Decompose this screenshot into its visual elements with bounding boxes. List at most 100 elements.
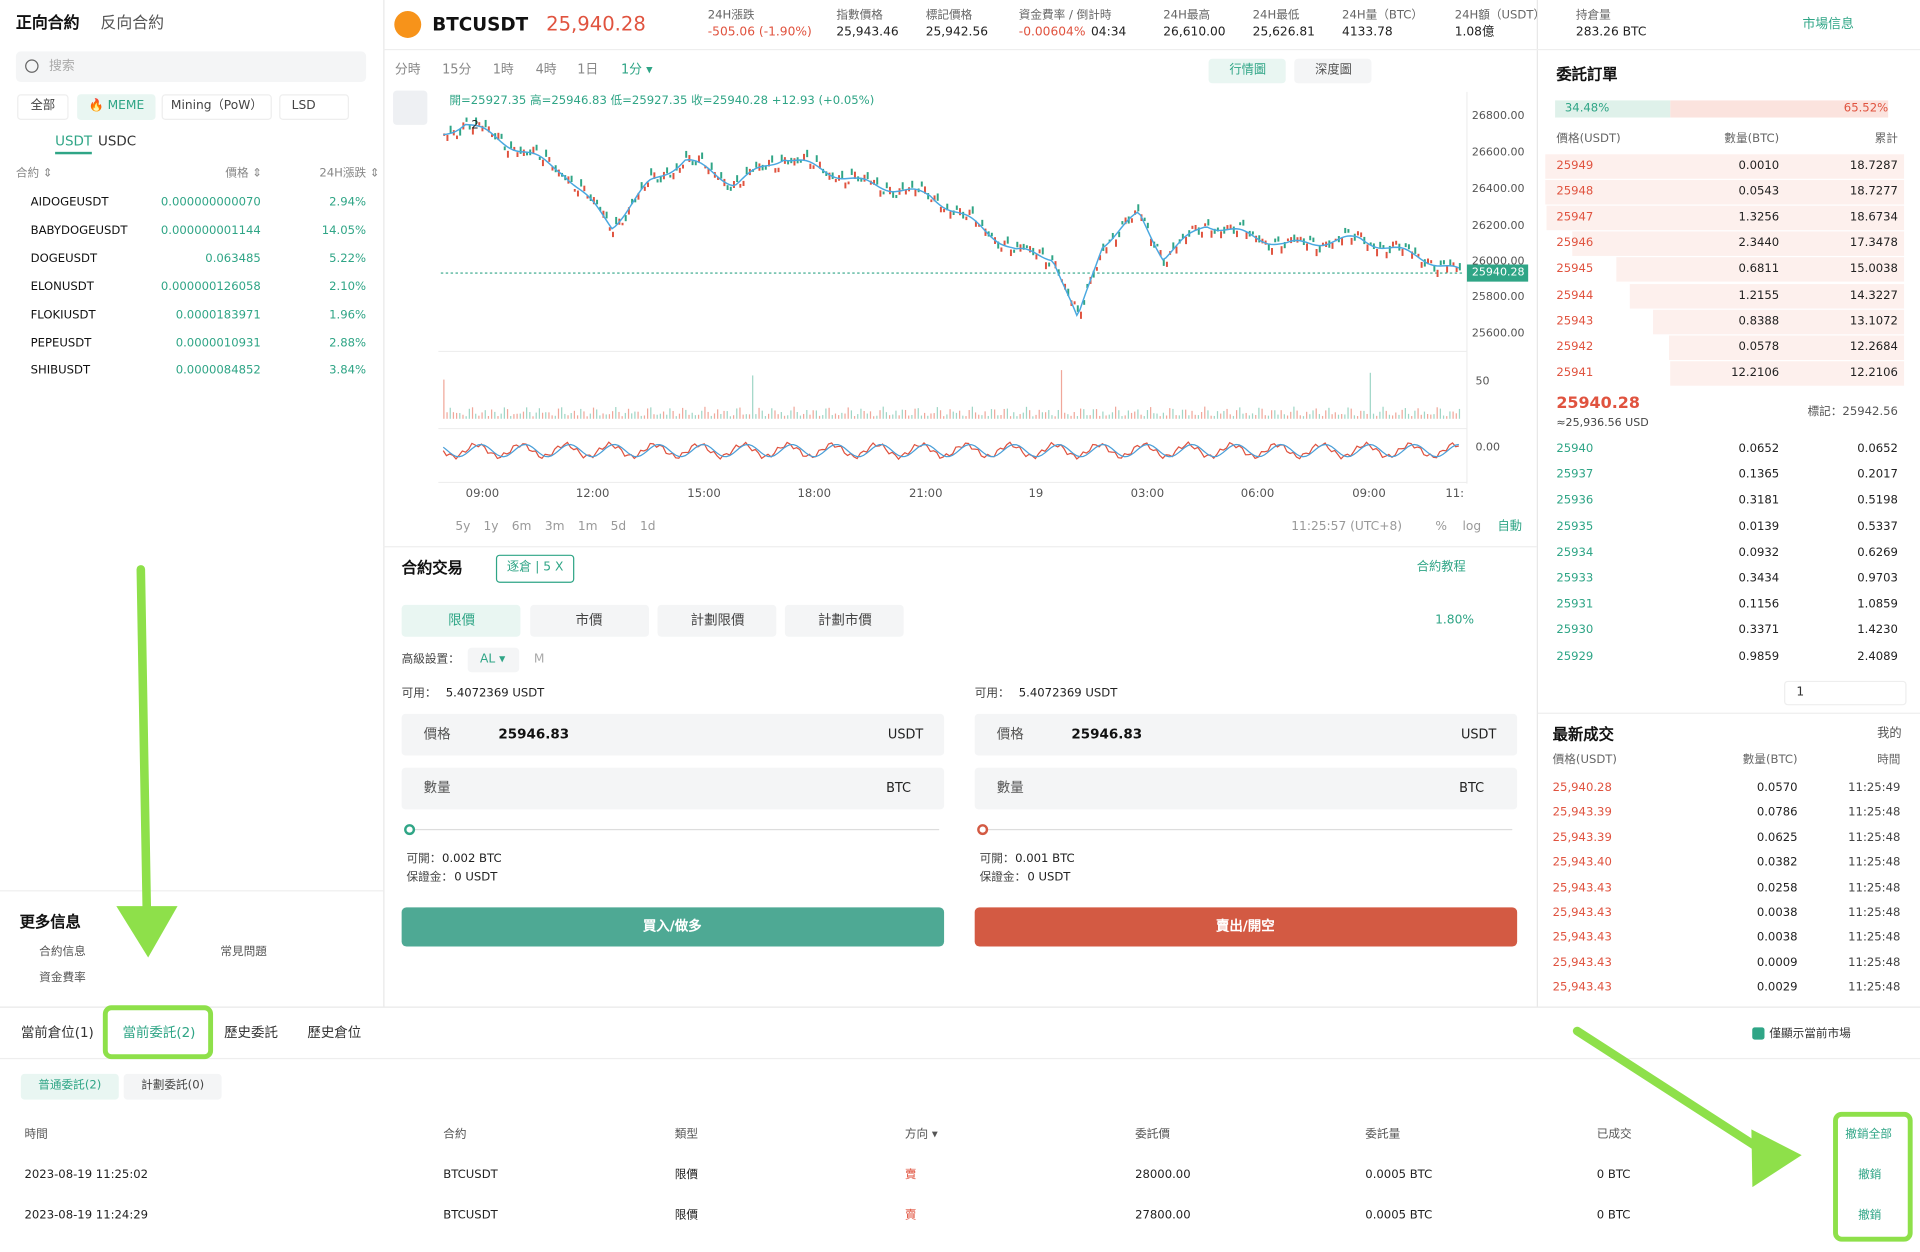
mine-toggle[interactable]: 我的 — [1877, 727, 1902, 741]
order-type[interactable]: 計劃市價 — [817, 612, 872, 629]
volume-decoration — [491, 409, 493, 419]
slider-knob[interactable] — [977, 824, 989, 836]
qty-input[interactable] — [401, 767, 945, 810]
interval[interactable]: 分時 — [394, 62, 421, 78]
filter-box[interactable] — [77, 94, 156, 120]
filter[interactable]: Mining（PoW） — [170, 99, 263, 113]
order-type[interactable]: 市價 — [575, 612, 603, 629]
filter[interactable]: 全部 — [30, 99, 56, 113]
volume-decoration — [634, 411, 636, 419]
qty-unit[interactable]: BTC — [886, 781, 912, 796]
advanced-box[interactable] — [467, 647, 520, 673]
quote-tab[interactable]: USDC — [97, 133, 137, 150]
cancel-button[interactable]: 撤銷 — [1858, 1208, 1882, 1223]
contract-name[interactable]: SHIBUSDT — [30, 364, 91, 378]
candle-decoration — [1235, 230, 1238, 238]
interval[interactable]: 15分 — [442, 62, 472, 78]
leverage-box[interactable] — [495, 554, 575, 583]
range[interactable]: 5y — [455, 520, 471, 534]
interval[interactable]: 1日 — [577, 62, 599, 78]
search-box[interactable] — [15, 51, 367, 83]
range[interactable]: 6m — [511, 520, 532, 534]
leverage[interactable]: 逐倉 | 5 X — [506, 560, 564, 575]
buy-button[interactable] — [401, 907, 945, 947]
checkbox[interactable] — [1752, 1027, 1765, 1040]
volume-decoration — [920, 415, 923, 419]
qty-unit[interactable]: BTC — [1459, 781, 1485, 796]
tutorial-link[interactable]: 合約教程 — [1416, 560, 1466, 575]
subtab[interactable]: 普通委託(2) — [38, 1078, 102, 1093]
range[interactable]: 3m — [544, 520, 565, 534]
contract-price: 0.0000084852 — [175, 364, 261, 378]
contract-name[interactable]: DOGEUSDT — [30, 251, 98, 266]
quote-tab[interactable]: USDT — [55, 133, 93, 150]
price-input[interactable] — [974, 713, 1518, 756]
interval[interactable]: 1分 ▾ — [620, 62, 653, 78]
range[interactable]: 1d — [639, 520, 656, 534]
view-tab[interactable]: 深度圖 — [1315, 63, 1352, 78]
view-tab[interactable]: 行情圖 — [1229, 63, 1267, 78]
view-active-box[interactable] — [1208, 58, 1286, 84]
market-info[interactable]: 市場信息 — [1802, 17, 1854, 32]
filter[interactable]: LSD — [291, 99, 316, 113]
contract-name[interactable]: PEPEUSDT — [30, 336, 92, 350]
order-type[interactable]: 計劃限價 — [690, 612, 745, 629]
filter-box[interactable] — [279, 94, 349, 120]
range[interactable]: 1y — [483, 520, 499, 534]
candle-decoration — [933, 195, 936, 202]
filter-label[interactable]: 僅顯示當前市場 — [1769, 1027, 1851, 1041]
tab[interactable]: 反向合約 — [100, 14, 165, 34]
slider-knob[interactable] — [404, 824, 416, 836]
order-type-box[interactable] — [401, 604, 521, 637]
link[interactable]: 合約信息 — [39, 945, 86, 959]
candle-decoration — [513, 146, 516, 151]
orders-tab[interactable]: 當前委託(2) — [122, 1024, 196, 1041]
order-type[interactable]: 限價 — [448, 612, 476, 629]
subtab[interactable] — [123, 1073, 222, 1100]
interval[interactable]: 4時 — [535, 62, 557, 78]
orders-tab[interactable]: 當前倉位(1) — [20, 1024, 94, 1041]
qty-input[interactable] — [974, 767, 1518, 810]
link[interactable]: 資金費率 — [39, 971, 86, 985]
advanced-option[interactable]: AL ▾ — [479, 652, 506, 667]
scale-option[interactable]: log — [1462, 520, 1482, 534]
scale-option[interactable]: % — [1435, 520, 1448, 534]
tool-active[interactable] — [393, 90, 428, 125]
range[interactable]: 5d — [610, 520, 627, 534]
tab[interactable]: 正向合約 — [15, 14, 80, 34]
depth-select[interactable] — [1784, 680, 1907, 706]
buy-button-label[interactable]: 買入/做多 — [642, 918, 702, 935]
depth-value[interactable]: 1 — [1796, 685, 1805, 700]
filter[interactable]: 🔥 MEME — [88, 99, 145, 113]
candle-decoration — [720, 172, 723, 179]
candle-decoration — [1299, 236, 1302, 241]
interval[interactable]: 1時 — [492, 62, 514, 78]
sell-button[interactable] — [974, 907, 1518, 947]
price-input[interactable] — [401, 713, 945, 756]
scale-option[interactable]: 自動 — [1497, 520, 1523, 534]
contract-name[interactable]: FLOKIUSDT — [30, 308, 96, 322]
filter-box[interactable] — [17, 94, 69, 120]
subtab[interactable]: 計劃委託(0) — [141, 1078, 205, 1093]
volume-decoration — [1452, 411, 1454, 419]
cancel-button[interactable]: 撤銷 — [1858, 1168, 1882, 1182]
column-header[interactable]: 撤銷全部 — [1845, 1127, 1892, 1142]
range[interactable]: 1m — [577, 520, 598, 534]
filter-box[interactable] — [161, 94, 272, 120]
sell-button-label[interactable]: 賣出/開空 — [1215, 918, 1275, 935]
slider-track[interactable] — [408, 828, 940, 831]
order-type-box[interactable] — [530, 604, 649, 637]
advanced-option[interactable]: M — [533, 652, 545, 667]
view-box[interactable] — [1294, 58, 1372, 84]
contract-name[interactable]: AIDOGEUSDT — [30, 195, 109, 210]
order-type-box[interactable] — [784, 604, 904, 637]
subtab-active[interactable] — [20, 1073, 119, 1100]
contract-name[interactable]: BABYDOGEUSDT — [30, 223, 128, 238]
volume-decoration — [1172, 408, 1174, 419]
contract-name[interactable]: ELONUSDT — [30, 280, 94, 294]
orders-tab[interactable]: 歷史倉位 — [307, 1024, 362, 1041]
link[interactable]: 常見問題 — [220, 945, 267, 959]
slider-track[interactable] — [982, 828, 1513, 831]
orders-tab[interactable]: 歷史委託 — [224, 1024, 278, 1041]
order-type-box[interactable] — [657, 604, 777, 637]
